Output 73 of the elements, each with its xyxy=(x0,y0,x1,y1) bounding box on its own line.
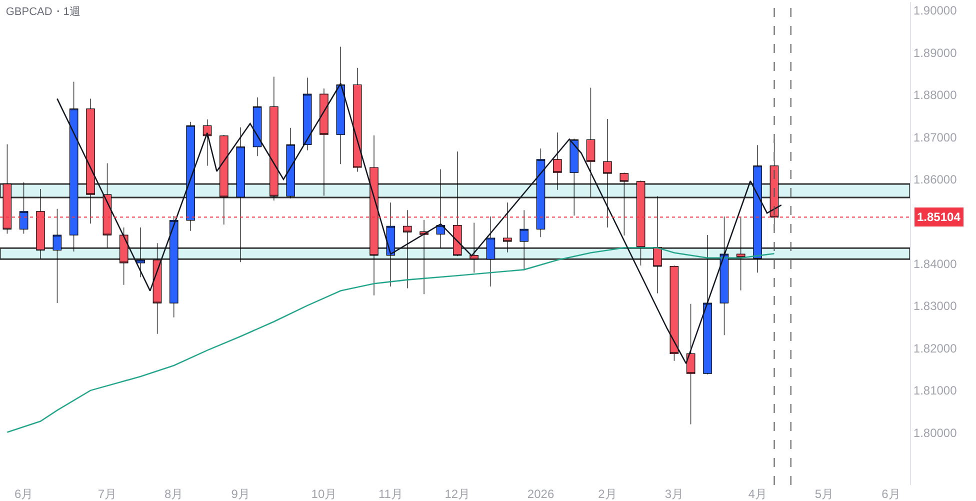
candlestick xyxy=(486,216,496,287)
x-tick-label: 4月 xyxy=(748,487,767,501)
candlestick xyxy=(653,196,662,294)
candlestick xyxy=(202,119,212,166)
x-tick-label: 11月 xyxy=(378,487,403,501)
line-series xyxy=(56,82,782,364)
candlestick xyxy=(69,82,78,252)
x-tick-label: 6月 xyxy=(882,487,900,501)
candlestick xyxy=(453,151,462,256)
ref-line-label: 1.85104 xyxy=(917,210,961,224)
y-tick-label: 1.84000 xyxy=(913,256,958,271)
chart-title: GBPCAD・1週 xyxy=(6,6,80,18)
y-tick-label: 1.82000 xyxy=(913,341,958,356)
candlestick xyxy=(52,208,62,304)
candlestick xyxy=(636,180,646,266)
candlestick xyxy=(703,234,712,375)
candlestick xyxy=(720,216,729,336)
x-tick-label: 12月 xyxy=(444,487,470,501)
candlestick xyxy=(553,132,562,190)
x-tick-label: 2月 xyxy=(598,487,617,501)
candlestick xyxy=(603,118,612,228)
candlestick xyxy=(370,135,378,296)
candlestick xyxy=(470,222,478,273)
candlestick xyxy=(286,128,296,199)
candlestick xyxy=(302,77,312,150)
candlestick xyxy=(503,202,512,253)
candlestick xyxy=(86,98,95,224)
y-tick-label: 1.83000 xyxy=(913,299,958,314)
y-tick-label: 1.90000 xyxy=(913,4,958,18)
candlestick xyxy=(753,144,762,273)
candlestick xyxy=(320,88,328,196)
y-tick-label: 1.88000 xyxy=(913,88,958,102)
x-tick-label: 5月 xyxy=(814,487,834,501)
candlestick xyxy=(236,127,245,262)
x-tick-label: 6月 xyxy=(14,487,34,501)
candlestick xyxy=(570,138,578,216)
x-tick-label: 3月 xyxy=(664,487,684,501)
candlestick xyxy=(119,227,128,286)
x-tick-label: 7月 xyxy=(98,487,117,501)
candlestick xyxy=(586,87,596,198)
candlestick xyxy=(670,265,679,362)
x-tick-label: 9月 xyxy=(231,487,250,501)
candlestick xyxy=(386,202,396,287)
y-tick-label: 1.89000 xyxy=(913,46,958,60)
candlestick xyxy=(686,304,696,424)
candlestick xyxy=(620,172,629,236)
candlestick xyxy=(136,227,145,278)
x-tick-label: 2026 xyxy=(527,487,554,501)
candlestick xyxy=(352,68,362,172)
candlestick xyxy=(402,210,412,289)
candlestick xyxy=(536,148,546,238)
candlestick xyxy=(220,134,228,225)
x-tick-label: 10月 xyxy=(311,487,337,501)
candlestick xyxy=(420,220,428,294)
x-tick-label: 8月 xyxy=(164,487,184,501)
candlestick xyxy=(102,162,112,248)
candlestick xyxy=(736,216,746,291)
candlestick xyxy=(436,168,446,248)
y-tick-label: 1.80000 xyxy=(913,426,958,440)
candlestick xyxy=(170,216,178,318)
line-series xyxy=(6,247,775,433)
candlestick xyxy=(36,188,45,259)
y-tick-label: 1.86000 xyxy=(913,172,958,187)
candlestick xyxy=(152,242,162,334)
candlestick xyxy=(270,76,278,201)
candlestick xyxy=(186,122,195,232)
candlestick xyxy=(336,46,346,164)
candlestick xyxy=(252,97,262,156)
candlestick xyxy=(2,144,12,234)
y-tick-label: 1.87000 xyxy=(913,130,958,144)
y-tick-label: 1.81000 xyxy=(913,384,958,398)
candlestick xyxy=(19,182,28,234)
candlestick xyxy=(520,210,528,270)
